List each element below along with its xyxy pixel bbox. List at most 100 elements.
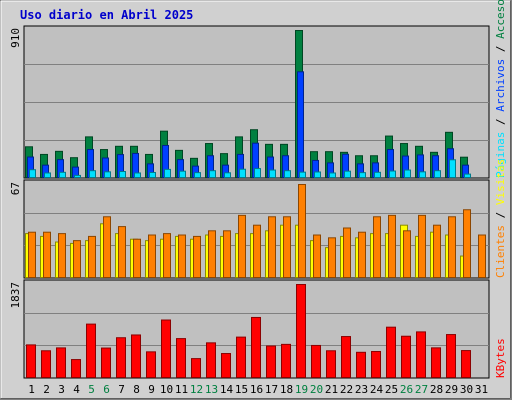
- bar-kbytes-day-20: [311, 344, 321, 379]
- x-tick-label-day-20: 20: [310, 383, 323, 396]
- bar-clientes-day-17: [268, 216, 276, 279]
- legend-separator: /: [494, 205, 507, 225]
- bar-clientes-day-24: [373, 216, 381, 279]
- x-tick-label-day-7: 7: [118, 383, 125, 396]
- bar-kbytes-day-27: [416, 331, 426, 379]
- bar-páginas-day-22: [344, 170, 351, 179]
- bar-clientes-day-5: [88, 235, 96, 278]
- bar-clientes-day-4: [73, 240, 81, 278]
- bar-páginas-day-1: [29, 169, 36, 178]
- legend-entry-páginas: Páginas: [494, 132, 507, 178]
- bar-kbytes-day-25: [386, 326, 396, 379]
- bar-clientes-day-9: [148, 234, 156, 278]
- bar-kbytes-day-29: [446, 334, 456, 379]
- legend-entry-clientes: Clientes: [494, 225, 507, 278]
- bar-kbytes-day-3: [56, 347, 66, 379]
- bar-clientes-day-31: [478, 234, 486, 278]
- x-tick-label-day-21: 21: [325, 383, 338, 396]
- x-tick-label-day-24: 24: [370, 383, 384, 396]
- x-tick-label-day-29: 29: [445, 383, 458, 396]
- bar-clientes-day-14: [223, 230, 231, 278]
- bar-clientes-day-13: [208, 230, 216, 278]
- x-tick-label-day-1: 1: [28, 383, 35, 396]
- bar-páginas-day-15: [239, 168, 246, 179]
- bar-clientes-day-1: [28, 231, 36, 278]
- legend-mid-panel: Clientes / Visitas: [494, 159, 507, 278]
- bar-páginas-day-13: [209, 170, 216, 178]
- bar-kbytes-day-9: [146, 351, 156, 379]
- bar-clientes-day-26: [403, 230, 411, 278]
- x-tick-label-day-14: 14: [220, 383, 234, 396]
- bar-páginas-day-17: [269, 169, 276, 179]
- bar-páginas-day-29: [449, 159, 456, 179]
- bar-clientes-day-25: [388, 214, 396, 279]
- x-tick-label-day-5: 5: [88, 383, 95, 396]
- x-tick-label-day-17: 17: [265, 383, 278, 396]
- x-tick-label-day-27: 27: [415, 383, 428, 396]
- bar-kbytes-day-2: [41, 350, 51, 379]
- bar-kbytes-day-11: [176, 338, 186, 378]
- bar-clientes-day-6: [103, 216, 111, 279]
- bar-clientes-day-27: [418, 214, 426, 279]
- bar-páginas-day-23: [359, 172, 366, 178]
- bar-páginas-day-27: [419, 171, 426, 178]
- x-tick-label-day-30: 30: [460, 383, 473, 396]
- bar-kbytes-day-30: [461, 350, 471, 379]
- bar-archivos-day-19: [297, 71, 304, 178]
- legend-entry-visitas: Visitas: [494, 159, 507, 205]
- bar-kbytes-day-12: [191, 358, 201, 379]
- bar-clientes-day-11: [178, 234, 186, 278]
- bar-páginas-day-24: [374, 171, 381, 178]
- bar-clientes-day-12: [193, 235, 201, 278]
- bar-clientes-day-15: [238, 214, 246, 279]
- bar-kbytes-day-17: [266, 345, 276, 378]
- bar-páginas-day-12: [194, 172, 201, 178]
- bar-clientes-day-19: [298, 184, 306, 278]
- bar-kbytes-day-24: [371, 350, 381, 378]
- bar-páginas-day-2: [44, 172, 51, 179]
- x-tick-label-day-3: 3: [58, 383, 65, 396]
- bar-kbytes-day-10: [161, 319, 171, 378]
- bar-clientes-day-18: [283, 216, 291, 279]
- x-tick-label-day-6: 6: [103, 383, 110, 396]
- x-tick-label-day-16: 16: [250, 383, 263, 396]
- bar-clientes-day-16: [253, 224, 261, 279]
- panel-bot-max-label: 1837: [9, 282, 22, 309]
- bar-kbytes-day-4: [71, 359, 81, 378]
- bar-páginas-day-16: [254, 168, 261, 178]
- panel-bot: 1837: [9, 279, 490, 379]
- bar-páginas-day-4: [74, 174, 81, 179]
- bar-kbytes-day-28: [431, 347, 441, 378]
- bar-clientes-day-29: [448, 216, 456, 279]
- x-tick-label-day-22: 22: [340, 383, 353, 396]
- bar-clientes-day-3: [58, 233, 66, 278]
- x-tick-label-day-28: 28: [430, 383, 443, 396]
- bar-páginas-day-25: [389, 170, 396, 178]
- bar-páginas-day-10: [164, 168, 171, 178]
- bar-páginas-day-28: [434, 170, 441, 178]
- bar-páginas-day-11: [179, 170, 186, 179]
- bar-clientes-day-20: [313, 234, 321, 278]
- bar-kbytes-day-8: [131, 334, 141, 379]
- x-tick-label-day-25: 25: [385, 383, 398, 396]
- legend-bottom-panel: KBytes: [494, 338, 507, 378]
- bar-páginas-day-18: [284, 170, 291, 178]
- x-axis-day-labels: 1 2 3 4 5 6 7 8 9 10 11 12 13 14 15 16 17 18 19 20 21 22 23 24 2…: [28, 383, 488, 396]
- bar-kbytes-day-23: [356, 351, 366, 378]
- bar-páginas-day-6: [104, 171, 111, 178]
- bar-páginas-day-14: [224, 172, 231, 179]
- legend-separator: /: [494, 39, 507, 59]
- x-tick-label-day-13: 13: [205, 383, 218, 396]
- panel-top-max-label: 910: [9, 28, 22, 48]
- bar-kbytes-day-13: [206, 342, 216, 378]
- bar-kbytes-day-1: [26, 344, 36, 378]
- bar-páginas-day-8: [134, 172, 141, 179]
- x-tick-label-day-4: 4: [73, 383, 80, 396]
- x-tick-label-day-15: 15: [235, 383, 248, 396]
- chart-panels: 910 67 1837: [9, 25, 490, 379]
- bar-páginas-day-7: [119, 171, 126, 178]
- bar-clientes-day-10: [163, 233, 171, 278]
- bar-kbytes-day-16: [251, 316, 261, 379]
- bar-páginas-day-19: [299, 171, 306, 179]
